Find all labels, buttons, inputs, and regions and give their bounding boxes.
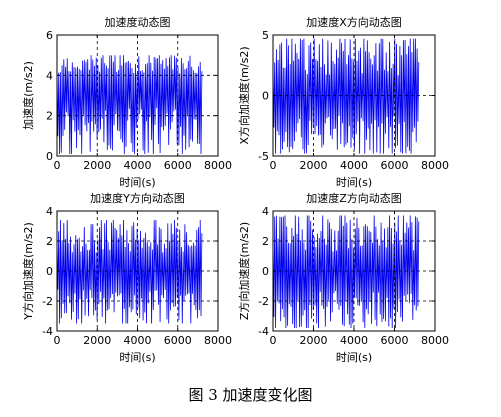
chart-title-z: 加速度Z方向动态图 xyxy=(306,191,402,205)
x-tick-label: 2000 xyxy=(83,334,111,347)
y-axis-label: 加速度(m/s2) xyxy=(21,61,35,130)
panel-x: 0 2000 4000 6000 8000-505加速度X方向动态图时间(s)X方向加速… xyxy=(237,15,449,189)
y-tick-label: -5 xyxy=(258,150,269,163)
x-tick-label: 8000 xyxy=(421,159,449,172)
y-tick-label: 5 xyxy=(262,29,269,42)
x-tick-label: 8000 xyxy=(204,159,232,172)
x-tick-label: 6000 xyxy=(381,159,409,172)
series-line-total xyxy=(56,55,203,155)
y-tick-label: -2 xyxy=(258,295,269,308)
x-tick-label: 0 xyxy=(54,159,61,172)
chart-title-y: 加速度Y方向动态图 xyxy=(90,191,185,205)
y-tick-label: 0 xyxy=(46,150,53,163)
series-line-y xyxy=(56,219,203,324)
y-tick-label: 4 xyxy=(262,205,269,218)
y-axis-label: X方向加速度(m/s2) xyxy=(237,46,251,144)
x-tick-label: 4000 xyxy=(340,159,368,172)
y-axis-label: Y方向加速度(m/s2) xyxy=(21,222,35,320)
y-tick-label: 6 xyxy=(46,29,53,42)
x-tick-label: 6000 xyxy=(164,334,192,347)
x-tick-label: 0 xyxy=(270,334,277,347)
x-tick-label: 2000 xyxy=(83,159,111,172)
y-tick-label: -4 xyxy=(258,325,269,338)
x-tick-label: 8000 xyxy=(421,334,449,347)
y-tick-label: 2 xyxy=(46,235,53,248)
series-line-z xyxy=(272,215,420,329)
y-tick-label: 4 xyxy=(46,69,53,82)
x-tick-label: 2000 xyxy=(300,159,328,172)
x-axis-label: 时间(s) xyxy=(336,351,372,364)
y-tick-label: 0 xyxy=(262,90,269,103)
y-tick-label: 2 xyxy=(46,110,53,123)
y-tick-label: 4 xyxy=(46,205,53,218)
x-tick-label: 0 xyxy=(54,334,61,347)
x-tick-label: 6000 xyxy=(164,159,192,172)
x-tick-label: 4000 xyxy=(124,159,152,172)
y-axis-label: Z方向加速度(m/s2) xyxy=(237,222,251,320)
x-tick-label: 4000 xyxy=(340,334,368,347)
x-tick-label: 6000 xyxy=(381,334,409,347)
y-tick-label: 0 xyxy=(262,265,269,278)
chart-title-x: 加速度X方向动态图 xyxy=(306,15,402,29)
x-axis-label: 时间(s) xyxy=(336,176,372,189)
x-tick-label: 8000 xyxy=(204,334,232,347)
x-tick-label: 4000 xyxy=(124,334,152,347)
figure-caption: 图 3 加速度变化图 xyxy=(188,386,313,404)
x-tick-label: 0 xyxy=(270,159,277,172)
y-tick-label: 2 xyxy=(262,235,269,248)
x-axis-label: 时间(s) xyxy=(119,351,155,364)
y-tick-label: 0 xyxy=(46,265,53,278)
x-tick-label: 2000 xyxy=(300,334,328,347)
x-axis-label: 时间(s) xyxy=(119,176,155,189)
y-tick-label: -4 xyxy=(42,325,53,338)
series-line-x xyxy=(272,38,420,154)
chart-title-total: 加速度动态图 xyxy=(105,15,171,29)
y-tick-label: -2 xyxy=(42,295,53,308)
